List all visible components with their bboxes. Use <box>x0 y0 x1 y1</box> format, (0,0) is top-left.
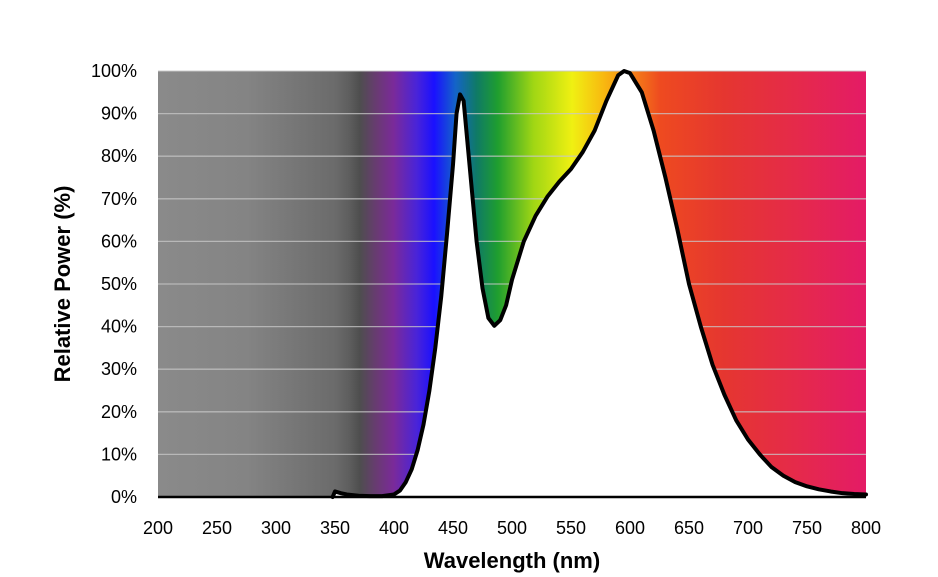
x-axis-title: Wavelength (nm) <box>424 548 600 573</box>
x-tick-labels: 200 250 300 350 400 450 500 550 600 650 700 750 800 <box>143 518 881 538</box>
y-tick-label: 40% <box>101 317 137 337</box>
y-tick-label: 60% <box>101 231 137 251</box>
x-tick-label: 750 <box>792 518 822 538</box>
y-tick-label: 100% <box>91 61 137 81</box>
y-tick-label: 80% <box>101 146 137 166</box>
spectrum-area-fill <box>332 71 866 497</box>
y-tick-label: 30% <box>101 359 137 379</box>
y-tick-labels: 0% 10% 20% 30% 40% 50% 60% 70% 80% 90% 100% <box>91 61 137 507</box>
x-tick-label: 800 <box>851 518 881 538</box>
x-tick-label: 200 <box>143 518 173 538</box>
x-tick-label: 350 <box>320 518 350 538</box>
x-tick-label: 250 <box>202 518 232 538</box>
x-tick-label: 500 <box>497 518 527 538</box>
spectrum-curve <box>330 69 868 499</box>
x-tick-label: 700 <box>733 518 763 538</box>
x-tick-label: 300 <box>261 518 291 538</box>
y-tick-label: 70% <box>101 189 137 209</box>
y-tick-label: 20% <box>101 402 137 422</box>
x-tick-label: 400 <box>379 518 409 538</box>
y-tick-label: 50% <box>101 274 137 294</box>
x-tick-label: 450 <box>438 518 468 538</box>
y-tick-label: 90% <box>101 104 137 124</box>
x-tick-label: 650 <box>674 518 704 538</box>
x-tick-label: 600 <box>615 518 645 538</box>
x-tick-label: 550 <box>556 518 586 538</box>
y-tick-label: 0% <box>111 487 137 507</box>
y-tick-label: 10% <box>101 444 137 464</box>
y-axis-title: Relative Power (%) <box>50 186 75 383</box>
